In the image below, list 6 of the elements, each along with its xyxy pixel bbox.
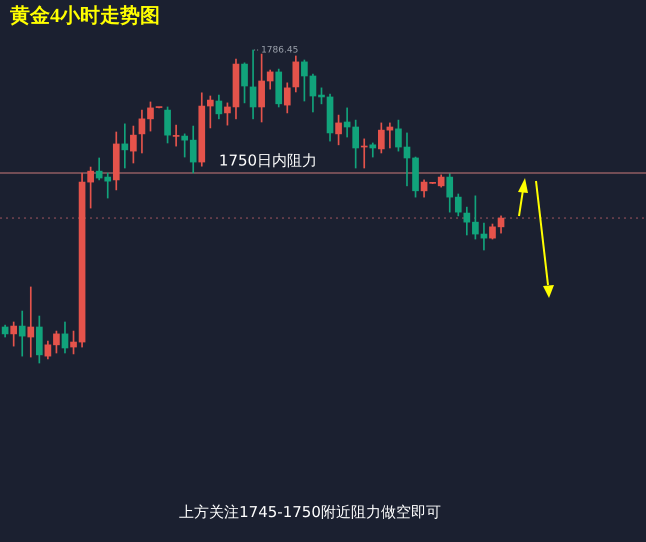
annotation: 1786.45: [261, 45, 298, 56]
chart-title: 黄金4小时走势图: [9, 5, 160, 28]
candlestick: [480, 222, 488, 250]
candlestick: [70, 330, 77, 354]
text: 上方关注1745-1750附近阻力做空即可: [179, 502, 441, 521]
ref-line-label: 1750日内阻力: [218, 151, 318, 170]
